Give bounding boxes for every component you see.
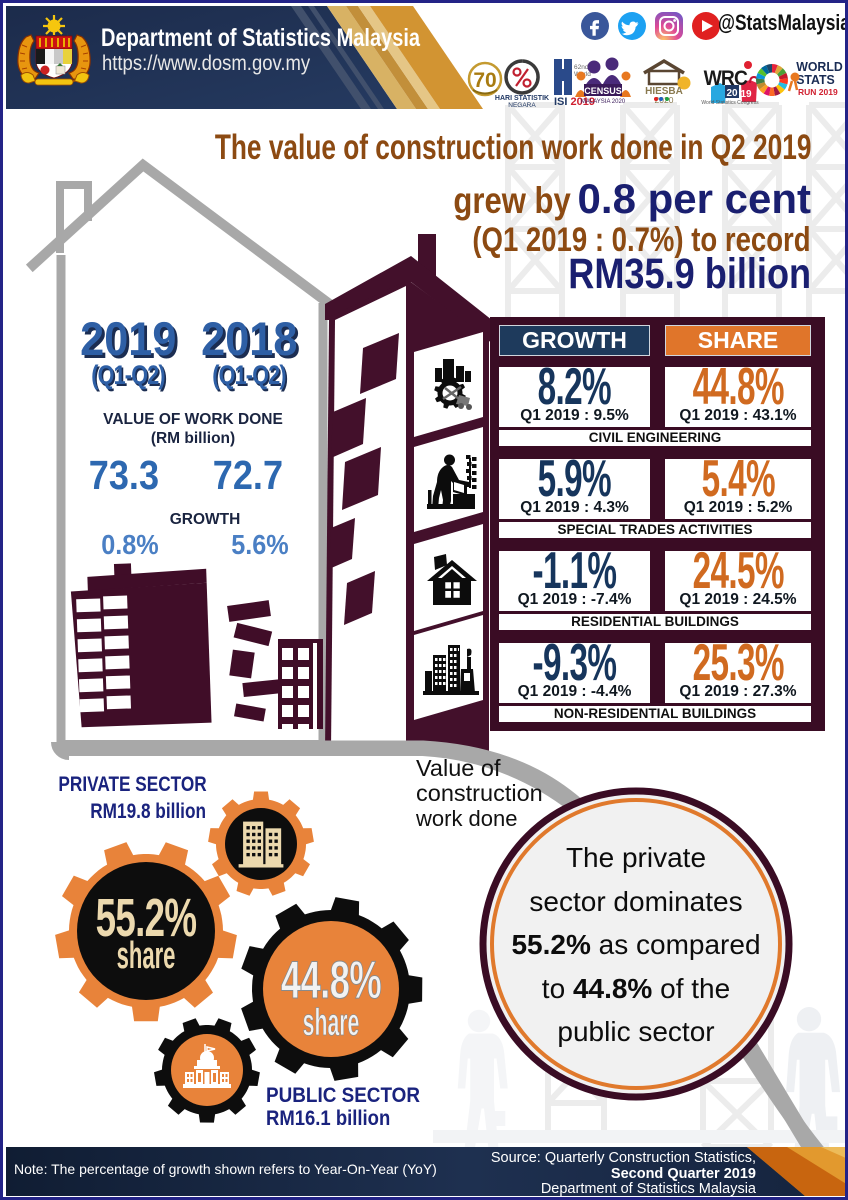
svg-text:70: 70 <box>473 69 496 92</box>
svg-text:share: share <box>117 934 176 977</box>
svg-text:19: 19 <box>740 89 752 100</box>
svg-text:ISI 2019: ISI 2019 <box>554 96 595 107</box>
svg-text:NEGARA: NEGARA <box>508 102 536 107</box>
svg-text:44.8%: 44.8% <box>281 950 382 1009</box>
svg-text:World Statistics Congress: World Statistics Congress <box>701 100 759 106</box>
svg-text:20: 20 <box>726 88 738 99</box>
svg-text:MALAYSIA 2020: MALAYSIA 2020 <box>581 99 626 105</box>
svg-text:RUN 2019: RUN 2019 <box>798 87 838 97</box>
svg-text:62nd: 62nd <box>574 64 589 71</box>
svg-text:WORLD: WORLD <box>796 60 843 74</box>
svg-text:HARI STATISTIK: HARI STATISTIK <box>495 95 549 102</box>
svg-text:2020: 2020 <box>655 95 674 105</box>
svg-text:HIESBA: HIESBA <box>645 86 683 97</box>
svg-text:CENSUS: CENSUS <box>584 86 622 96</box>
svg-text:WRC: WRC <box>704 67 748 90</box>
svg-text:STATS: STATS <box>796 73 835 87</box>
svg-text:share: share <box>303 1000 360 1043</box>
svg-text:55.2%: 55.2% <box>96 887 197 948</box>
